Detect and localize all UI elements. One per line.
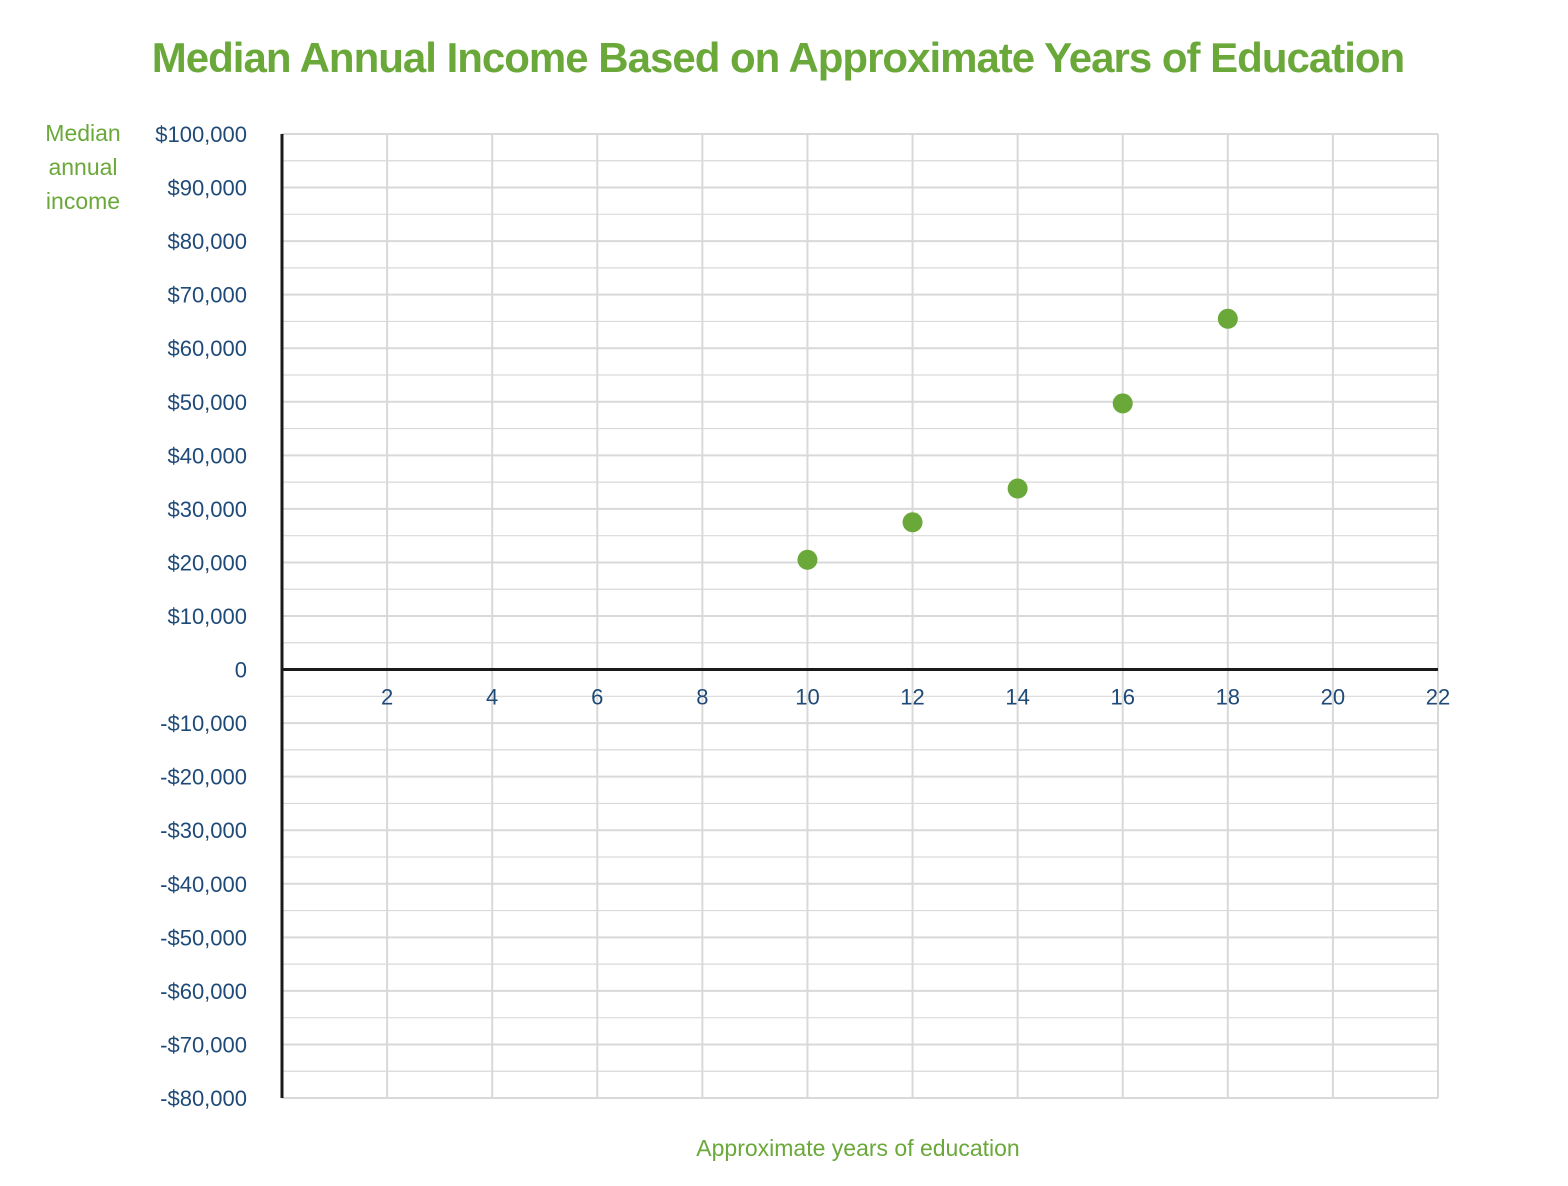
y-tick-label: $20,000 xyxy=(167,550,247,575)
y-axis-label-line: income xyxy=(46,188,120,214)
y-tick-label: -$10,000 xyxy=(160,711,247,736)
data-point xyxy=(1007,478,1028,499)
y-tick-label: $60,000 xyxy=(167,336,247,361)
data-points xyxy=(797,308,1238,570)
y-tick-label: $30,000 xyxy=(167,497,247,522)
x-tick-labels: 2 4 6 8 10 12 14 16 18 20 22 xyxy=(381,685,1450,710)
data-point xyxy=(1112,393,1133,414)
y-tick-label: $10,000 xyxy=(167,604,247,629)
data-point xyxy=(902,512,923,533)
x-tick-label: 4 xyxy=(486,685,498,710)
y-tick-label: $100,000 xyxy=(155,122,247,147)
x-tick-label: 10 xyxy=(795,685,819,710)
y-tick-label: -$30,000 xyxy=(160,818,247,843)
x-tick-label: 12 xyxy=(900,685,924,710)
y-tick-label: 0 xyxy=(235,658,247,683)
x-tick-label: 2 xyxy=(381,685,393,710)
y-tick-label: $50,000 xyxy=(167,390,247,415)
x-tick-label: 6 xyxy=(591,685,603,710)
y-tick-label: -$20,000 xyxy=(160,765,247,790)
data-point xyxy=(797,549,818,570)
y-tick-label: -$70,000 xyxy=(160,1032,247,1057)
y-axis-label: Median annual income xyxy=(45,120,120,214)
axes xyxy=(280,134,1438,1098)
y-tick-label: $40,000 xyxy=(167,443,247,468)
data-point xyxy=(1217,308,1238,329)
y-tick-label: -$50,000 xyxy=(160,925,247,950)
x-axis-label: Approximate years of education xyxy=(696,1135,1019,1161)
x-tick-label: 16 xyxy=(1110,685,1134,710)
y-tick-label: $90,000 xyxy=(167,176,247,201)
x-tick-label: 18 xyxy=(1216,685,1240,710)
x-tick-label: 20 xyxy=(1321,685,1345,710)
y-tick-label: -$80,000 xyxy=(160,1086,247,1111)
x-tick-label: 8 xyxy=(696,685,708,710)
y-tick-label: -$40,000 xyxy=(160,872,247,897)
y-tick-label: -$60,000 xyxy=(160,979,247,1004)
y-axis-label-line: annual xyxy=(48,154,117,180)
y-axis-label-line: Median xyxy=(45,120,120,146)
y-tick-label: $70,000 xyxy=(167,283,247,308)
y-tick-labels: $100,000 $90,000 $80,000 $70,000 $60,000 $50,… xyxy=(155,122,247,1111)
x-tick-label: 14 xyxy=(1005,685,1029,710)
chart-title: Median Annual Income Based on Approximat… xyxy=(152,34,1404,81)
x-tick-label: 22 xyxy=(1426,685,1450,710)
grid xyxy=(282,133,1439,1099)
y-tick-label: $80,000 xyxy=(167,229,247,254)
